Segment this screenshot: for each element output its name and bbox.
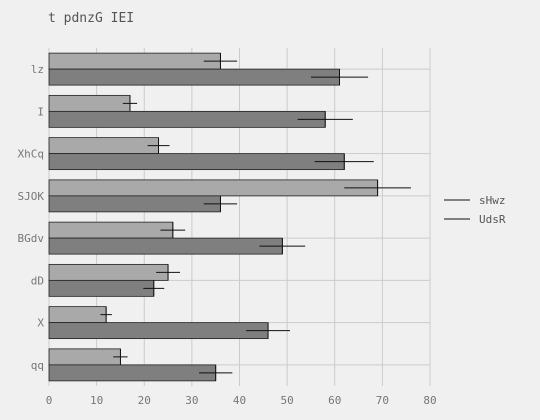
x-tick-label: 40 xyxy=(233,394,246,407)
y-tick-label: X xyxy=(37,317,44,330)
x-tick-label: 60 xyxy=(328,394,341,407)
y-tick-label: I xyxy=(37,105,44,118)
y-tick-label: dD xyxy=(31,274,44,287)
bar-UdsR-XhCq xyxy=(48,153,345,171)
y-tick-label: qq xyxy=(31,359,44,372)
bar-sHwz-dD xyxy=(48,263,169,281)
bar-UdsR-I xyxy=(48,110,326,128)
x-tick-label: 0 xyxy=(46,394,53,407)
x-tick-label: 30 xyxy=(185,394,198,407)
bar-sHwz-lz xyxy=(48,52,221,70)
x-tick-label: 50 xyxy=(281,394,294,407)
x-tick-label: 80 xyxy=(423,394,436,407)
bars xyxy=(48,52,411,382)
bar-UdsR-X xyxy=(48,322,269,340)
x-tick-label: 20 xyxy=(138,394,151,407)
bar-sHwz-X xyxy=(48,306,107,324)
bar-sHwz-I xyxy=(48,94,131,112)
y-tick-label: BGdv xyxy=(18,232,45,245)
bar-UdsR-lz xyxy=(48,68,340,86)
x-tick-label: 10 xyxy=(90,394,103,407)
y-tick-label: XhCq xyxy=(18,148,45,161)
bar-sHwz-XhCq xyxy=(48,137,159,155)
legend-label-sHwz: sHwz xyxy=(479,194,506,207)
y-tick-label: lz xyxy=(31,63,44,76)
bar-UdsR-dD xyxy=(48,279,155,297)
bar-sHwz-SJOK xyxy=(48,179,379,197)
y-tick-labels: lz I XhCq SJOK BGdv dD Xqq xyxy=(18,63,45,372)
y-tick-label: SJOK xyxy=(18,190,45,203)
bar-UdsR-BGdv xyxy=(48,237,283,255)
chart-title: t pdnzG IEI xyxy=(48,11,134,26)
legend-label-UdsR: UdsR xyxy=(479,213,506,226)
bar-sHwz-qq xyxy=(48,348,121,366)
x-tick-label: 70 xyxy=(376,394,389,407)
legend: sHwz UdsR xyxy=(444,194,506,226)
bar-sHwz-BGdv xyxy=(48,221,174,239)
bar-UdsR-qq xyxy=(48,364,217,382)
x-tick-labels: 0 10 20 30 40 50 60 70 80 xyxy=(46,394,437,407)
bar-UdsR-SJOK xyxy=(48,195,221,213)
